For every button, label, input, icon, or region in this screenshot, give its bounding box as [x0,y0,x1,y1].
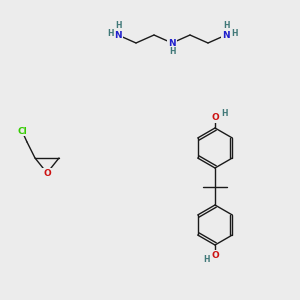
Text: Cl: Cl [17,127,27,136]
Text: N: N [222,31,230,40]
Text: O: O [43,169,51,178]
Text: H: H [231,29,237,38]
Text: N: N [114,31,122,40]
Text: O: O [211,250,219,260]
Text: O: O [211,113,219,122]
Text: H: H [107,29,113,38]
Text: N: N [168,38,176,47]
Text: H: H [116,22,122,31]
Text: H: H [221,110,227,118]
Text: H: H [169,47,175,56]
Text: H: H [203,256,209,265]
Text: H: H [224,22,230,31]
